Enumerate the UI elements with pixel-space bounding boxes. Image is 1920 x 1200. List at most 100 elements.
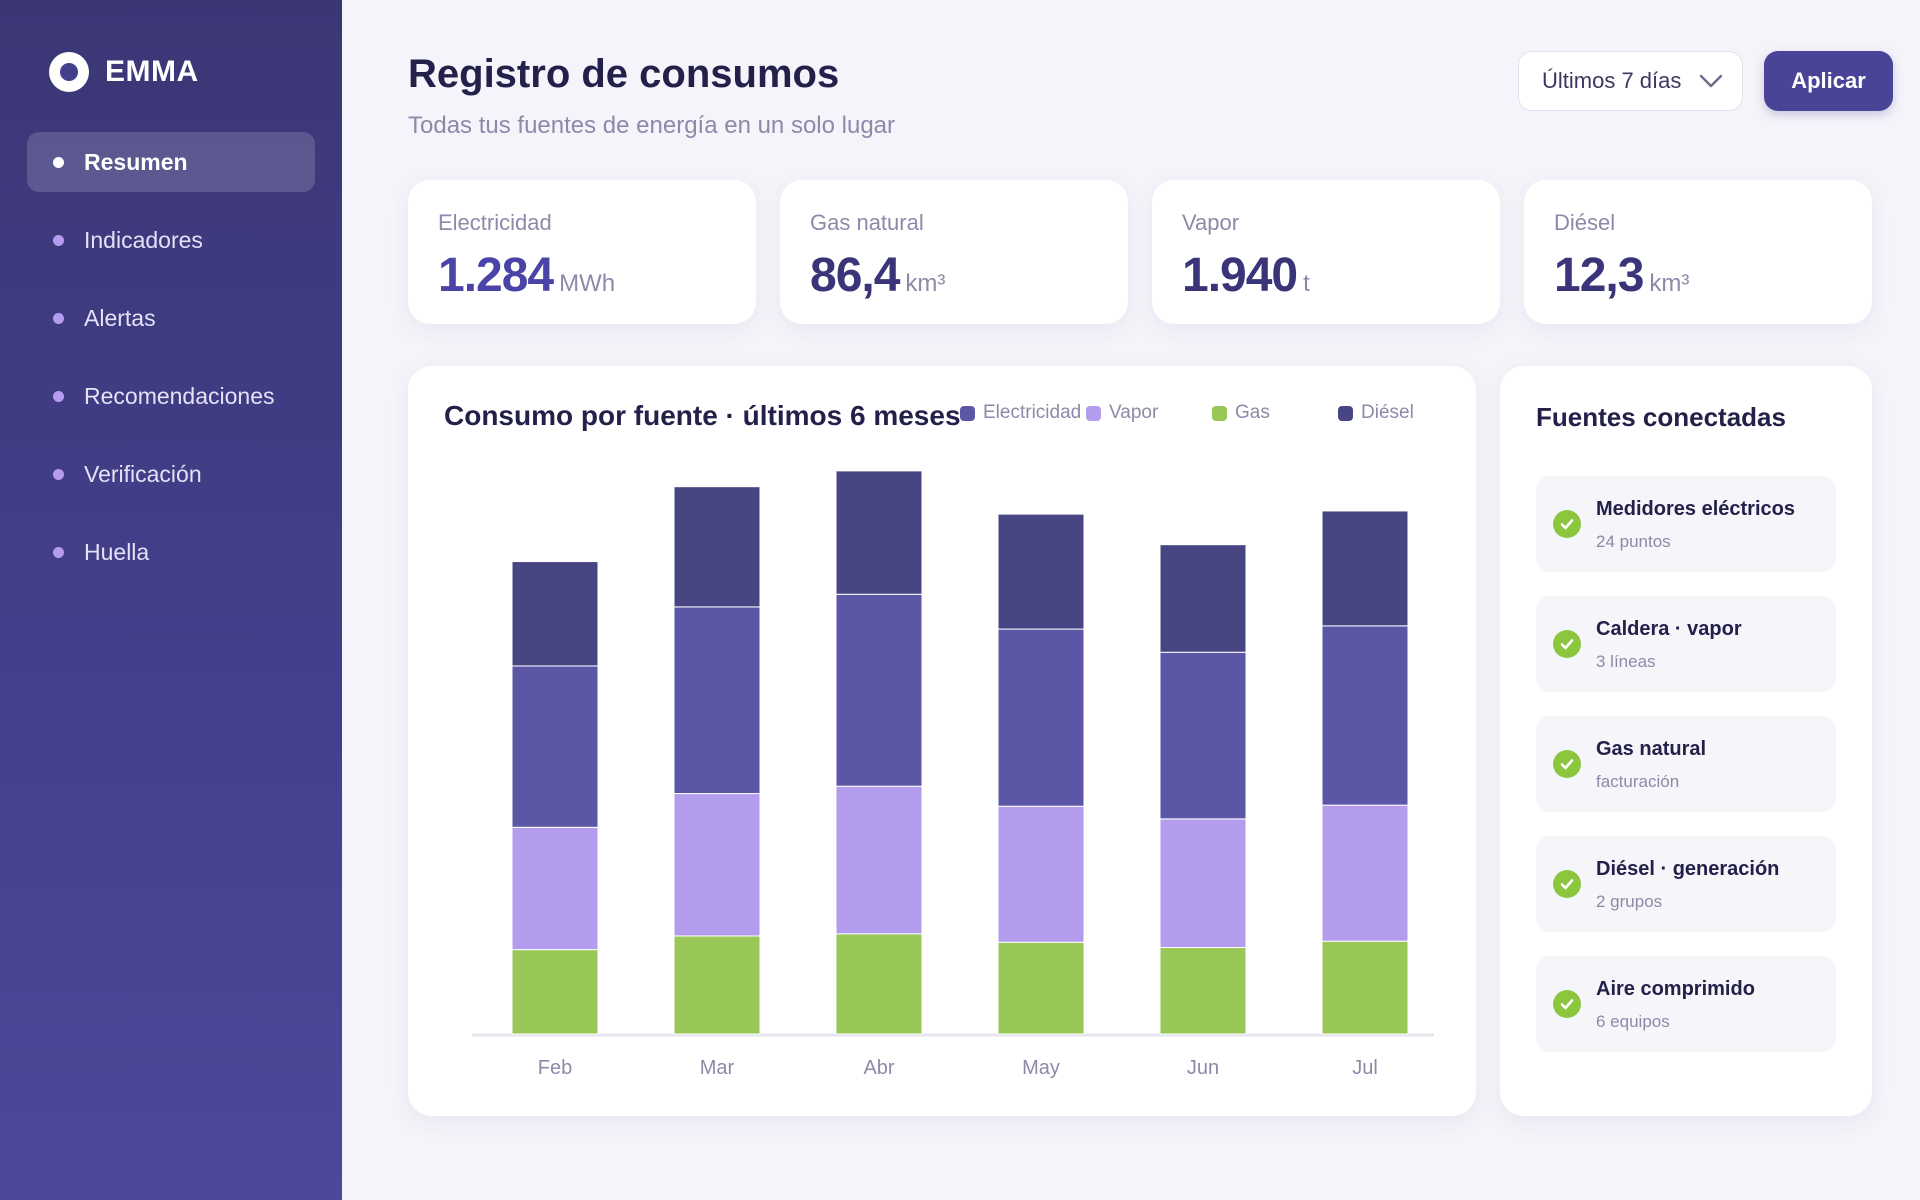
x-tick-label: Jul — [1352, 1057, 1378, 1079]
sidebar-item-label: Recomendaciones — [84, 382, 275, 409]
kpi-label: Vapor — [1182, 210, 1240, 235]
bar-segment-gas-feb[interactable] — [511, 949, 599, 1035]
bar-segment-diésel-abr[interactable] — [835, 470, 923, 595]
sidebar-item-label: Verificación — [84, 460, 202, 487]
sidebar-item-alertas[interactable]: Alertas — [27, 288, 315, 348]
bar-segment-electricidad-abr[interactable] — [835, 593, 923, 787]
bar-segment-vapor-may[interactable] — [997, 805, 1085, 943]
source-item[interactable]: Aire comprimido 6 equipos — [1536, 956, 1836, 1052]
source-item[interactable]: Medidores eléctricos 24 puntos — [1536, 476, 1836, 572]
sidebar-nav: Resumen Indicadores Alertas Recomendacio… — [27, 132, 315, 600]
sidebar-item-label: Huella — [84, 538, 150, 565]
bar-segment-electricidad-may[interactable] — [997, 628, 1085, 807]
sources-title: Fuentes conectadas — [1536, 402, 1786, 432]
source-name: Caldera · vapor — [1596, 618, 1742, 640]
x-tick-label: Feb — [538, 1057, 572, 1079]
bullet-icon — [53, 234, 64, 246]
sidebar-item-indicadores[interactable]: Indicadores — [27, 210, 315, 270]
source-list: Medidores eléctricos 24 puntos Caldera ·… — [1536, 476, 1836, 1076]
sidebar-item-verificacion[interactable]: Verificación — [27, 444, 315, 504]
source-name: Diésel · generación — [1596, 858, 1780, 880]
legend-item-diesel: Diésel — [1338, 402, 1414, 424]
legend-swatch — [1086, 405, 1101, 421]
kpi-card-diesel: Diésel 12,3 km³ — [1524, 180, 1872, 324]
bar-segment-electricidad-feb[interactable] — [511, 665, 599, 828]
source-item[interactable]: Gas natural facturación — [1536, 716, 1836, 812]
check-circle-icon — [1553, 870, 1581, 898]
brand[interactable]: EMMA — [49, 52, 199, 92]
source-detail: 24 puntos — [1596, 532, 1671, 551]
page-title: Registro de consumos — [408, 52, 840, 96]
legend-item-gas: Gas — [1212, 402, 1270, 424]
bar-segment-diésel-feb[interactable] — [511, 561, 599, 667]
x-tick-label: Mar — [700, 1057, 735, 1079]
legend-swatch — [1338, 405, 1353, 421]
bar-segment-electricidad-jun[interactable] — [1159, 651, 1247, 820]
bullet-icon — [53, 156, 64, 168]
kpi-label: Gas natural — [810, 210, 924, 235]
date-range-select[interactable]: Últimos 7 días — [1518, 51, 1743, 111]
check-circle-icon — [1553, 990, 1581, 1018]
kpi-unit: MWh — [559, 270, 616, 297]
bar-segment-vapor-feb[interactable] — [511, 826, 599, 951]
sidebar-item-label: Alertas — [84, 304, 156, 331]
sidebar-item-label: Indicadores — [84, 226, 203, 253]
chart-panel: Consumo por fuente · últimos 6 meses Ele… — [408, 366, 1476, 1116]
kpi-unit: km³ — [1649, 270, 1690, 297]
sidebar-item-label: Resumen — [84, 148, 188, 175]
date-range-value: Últimos 7 días — [1542, 68, 1682, 93]
bar-segment-electricidad-jul[interactable] — [1321, 625, 1409, 806]
source-item[interactable]: Caldera · vapor 3 líneas — [1536, 596, 1836, 692]
bar-segment-diésel-jul[interactable] — [1321, 510, 1409, 627]
sidebar-item-huella[interactable]: Huella — [27, 522, 315, 582]
stacked-bar-chart: Feb Mar Abr May Jun Jul — [472, 470, 1434, 1079]
bar-segment-vapor-jun[interactable] — [1159, 818, 1247, 949]
bar-segment-gas-may[interactable] — [997, 941, 1085, 1035]
bar-segment-vapor-jul[interactable] — [1321, 804, 1409, 942]
check-circle-icon — [1553, 510, 1581, 538]
bar-segment-diésel-mar[interactable] — [673, 486, 761, 608]
source-detail: 2 grupos — [1596, 892, 1663, 911]
legend-label: Electricidad — [983, 402, 1082, 423]
kpi-unit: km³ — [905, 270, 946, 297]
source-detail: 6 equipos — [1596, 1012, 1670, 1031]
legend-item-electricidad: Electricidad — [960, 402, 1081, 424]
logo-icon — [49, 52, 89, 92]
legend-label: Vapor — [1109, 402, 1159, 423]
source-detail: 3 líneas — [1596, 652, 1656, 671]
bar-segment-electricidad-mar[interactable] — [673, 606, 761, 795]
bullet-icon — [53, 390, 64, 402]
kpi-label: Diésel — [1554, 210, 1616, 235]
bar-segment-vapor-mar[interactable] — [673, 793, 761, 937]
page-subtitle: Todas tus fuentes de energía en un solo … — [408, 112, 896, 139]
kpi-value: 12,3 — [1554, 249, 1644, 302]
x-tick-label: May — [1022, 1057, 1060, 1079]
sources-panel: Fuentes conectadas Medidores eléctricos … — [1500, 366, 1872, 1116]
bar-segment-gas-abr[interactable] — [835, 933, 923, 1035]
sidebar: EMMA Resumen Indicadores Alertas Recomen… — [0, 0, 342, 1200]
check-circle-icon — [1553, 750, 1581, 778]
bar-segment-gas-jul[interactable] — [1321, 940, 1409, 1035]
bar-segment-vapor-abr[interactable] — [835, 785, 923, 935]
bar-segment-gas-jun[interactable] — [1159, 947, 1247, 1035]
legend-swatch — [1212, 405, 1227, 421]
legend-swatch — [960, 405, 975, 421]
chart-legend: Electricidad Vapor Gas Diésel — [408, 402, 1476, 432]
bullet-icon — [53, 546, 64, 558]
bar-segment-diésel-may[interactable] — [997, 513, 1085, 630]
source-detail: facturación — [1596, 772, 1680, 791]
sidebar-item-recomendaciones[interactable]: Recomendaciones — [27, 366, 315, 426]
apply-button[interactable]: Aplicar — [1764, 51, 1893, 111]
bar-segment-diésel-jun[interactable] — [1159, 544, 1247, 653]
kpi-value: 1.940 — [1182, 249, 1298, 302]
bar-segment-gas-mar[interactable] — [673, 935, 761, 1035]
source-name: Aire comprimido — [1596, 978, 1755, 1000]
kpi-card-vapor: Vapor 1.940 t — [1152, 180, 1500, 324]
chevron-down-icon — [1699, 74, 1723, 88]
sidebar-item-resumen[interactable]: Resumen — [27, 132, 315, 192]
kpi-label: Electricidad — [438, 210, 552, 235]
kpi-value: 1.284 — [438, 249, 554, 302]
source-item[interactable]: Diésel · generación 2 grupos — [1536, 836, 1836, 932]
source-name: Medidores eléctricos — [1596, 498, 1795, 520]
chart-title: Consumo por fuente · últimos 6 meses — [444, 400, 961, 431]
